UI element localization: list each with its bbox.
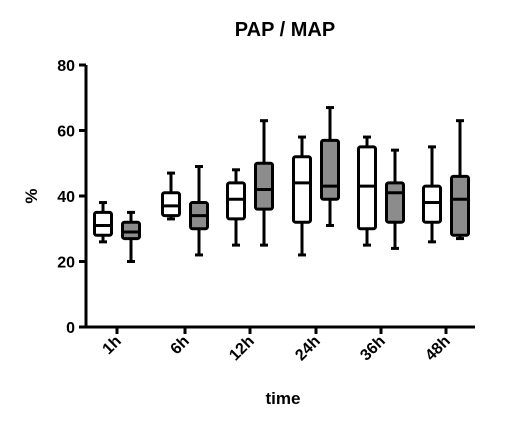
iqr-box — [422, 184, 442, 224]
iqr-box — [93, 210, 113, 237]
iqr-box — [161, 191, 181, 218]
box-12h-series-1 — [226, 168, 246, 247]
x-axis-label: time — [266, 389, 301, 408]
box-plot-series — [93, 106, 470, 263]
x-tick-label: 6h — [168, 333, 193, 358]
iqr-box — [254, 161, 274, 211]
x-tick-label: 1h — [100, 333, 125, 358]
x-tick-label: 48h — [422, 333, 454, 365]
y-axis-ticks: 0 20 40 60 80 — [57, 58, 86, 337]
box-48h-series-2 — [450, 119, 470, 241]
y-tick-label: 60 — [57, 124, 75, 141]
x-axis-ticks: 1h 6h 12h 24h 36h 48h — [100, 327, 454, 364]
iqr-box — [292, 155, 312, 224]
y-axis-label: % — [22, 188, 41, 203]
y-tick-label: 40 — [57, 189, 75, 206]
y-tick-label: 0 — [66, 320, 75, 337]
x-tick-label: 24h — [292, 333, 324, 365]
y-tick-label: 80 — [57, 58, 75, 75]
box-1h-series-2 — [121, 210, 141, 263]
iqr-box — [385, 181, 405, 224]
iqr-box — [357, 145, 377, 231]
chart-title: PAP / MAP — [235, 19, 335, 41]
box-6h-series-2 — [189, 165, 209, 257]
iqr-box — [226, 181, 246, 221]
box-6h-series-1 — [161, 171, 181, 221]
iqr-box — [450, 174, 470, 237]
box-36h-series-2 — [385, 148, 405, 250]
box-24h-series-1 — [292, 135, 312, 257]
box-36h-series-1 — [357, 135, 377, 247]
box-1h-series-1 — [93, 201, 113, 244]
box-12h-series-2 — [254, 119, 274, 247]
iqr-box — [320, 138, 340, 201]
box-24h-series-2 — [320, 106, 340, 227]
y-tick-label: 20 — [57, 255, 75, 272]
x-tick-label: 36h — [357, 333, 389, 365]
iqr-box — [121, 220, 141, 241]
x-tick-label: 12h — [226, 333, 258, 365]
box-48h-series-1 — [422, 145, 442, 244]
